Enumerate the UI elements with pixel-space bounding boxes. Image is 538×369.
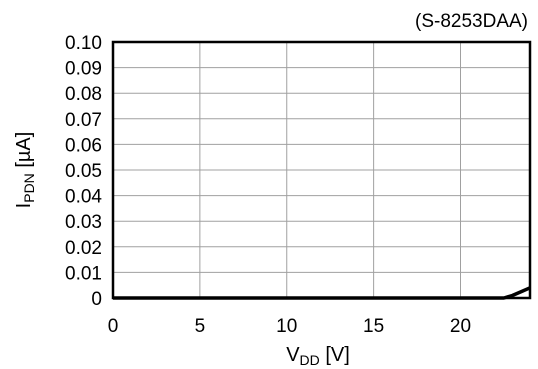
y-tick-label: 0.06 (65, 135, 102, 156)
y-tick-label: 0.04 (65, 187, 102, 208)
y-tick-label: 0.10 (65, 33, 102, 54)
y-tick-labels: 0 0.01 0.02 0.03 0.04 0.05 0.06 0.07 0.08 0.09 0.1… (65, 33, 102, 310)
x-tick-label: 15 (363, 316, 384, 337)
x-tick-label: 5 (195, 316, 206, 337)
y-tick-label: 0.09 (65, 59, 102, 80)
y-tick-label: 0.03 (65, 212, 102, 233)
y-tick-label: 0.01 (65, 263, 102, 284)
x-axis-label: VDD [V] (286, 344, 350, 368)
series-line-0 (113, 286, 531, 300)
y-tick-label: 0.05 (65, 161, 102, 182)
x-tick-labels: 0 5 10 15 20 (108, 316, 471, 337)
y-tick-label: 0.07 (65, 110, 102, 131)
x-tick-label: 20 (450, 316, 471, 337)
chart-title: (S-8253DAA) (415, 11, 528, 32)
x-tick-label: 0 (108, 316, 119, 337)
series (113, 286, 531, 300)
y-axis-label: IPDN [µA] (13, 132, 37, 209)
y-tick-label: 0.02 (65, 238, 102, 259)
y-tick-label: 0 (91, 289, 102, 310)
plot-frame (111, 40, 532, 300)
y-tick-label: 0.08 (65, 84, 102, 105)
x-tick-label: 10 (276, 316, 297, 337)
grid (112, 41, 530, 299)
